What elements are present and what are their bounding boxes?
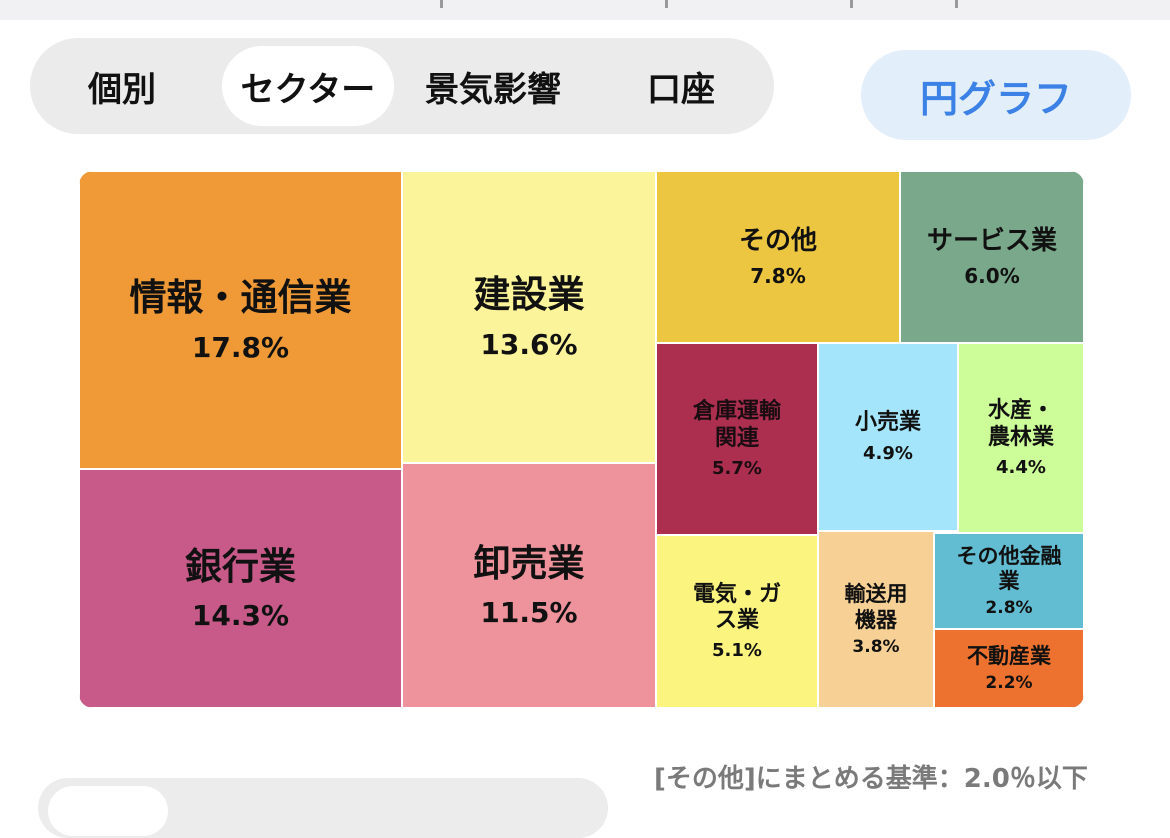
treemap-tile-name: その他金融業 — [956, 543, 1062, 593]
treemap-tile-percent: 17.8% — [191, 330, 290, 364]
treemap-tile[interactable]: 倉庫運輸 関連 5.7% — [656, 343, 818, 535]
treemap-tile-percent: 14.3% — [191, 599, 290, 633]
treemap-tile-percent: 5.1% — [712, 640, 762, 662]
treemap-tile[interactable]: 情報・通信業 17.8% — [79, 171, 402, 469]
treemap-tile-percent: 13.6% — [480, 327, 578, 361]
treemap-tile[interactable]: 水産・ 農林業 4.4% — [958, 343, 1084, 533]
treemap-tile[interactable]: サービス業 6.0% — [900, 171, 1084, 343]
top-bracket-fragment — [665, 0, 672, 8]
treemap-tile[interactable]: 卸売業 11.5% — [402, 463, 656, 708]
treemap-tile-name: 銀行業 — [185, 544, 296, 588]
treemap-tile-name: 情報・通信業 — [129, 276, 352, 320]
treemap-tile-percent: 4.4% — [996, 456, 1046, 478]
tab-sector[interactable]: セクター — [222, 46, 394, 126]
bottom-segment-knob[interactable] — [48, 786, 168, 836]
tab-account[interactable]: 口座 — [647, 69, 715, 110]
treemap-tile[interactable]: 不動産業 2.2% — [934, 629, 1084, 708]
view-segmented-control: 個別 セクター 景気影響 口座 — [30, 38, 774, 134]
treemap-tile-name: 建設業 — [473, 273, 585, 317]
bottom-segmented-control — [38, 778, 608, 838]
sector-treemap: 情報・通信業 17.8% 建設業 13.6% その他 7.8% サービス業 6.0% 銀行業 14… — [79, 171, 1084, 708]
treemap-tile-name: 水産・ 農林業 — [987, 398, 1054, 450]
treemap-tile-name: サービス業 — [926, 226, 1057, 257]
treemap-tile[interactable]: 電気・ガ ス業 5.1% — [656, 535, 818, 708]
treemap-tile[interactable]: 小売業 4.9% — [818, 343, 958, 531]
treemap-tile-percent: 11.5% — [480, 596, 578, 630]
treemap-tile[interactable]: 銀行業 14.3% — [79, 469, 402, 708]
treemap-tile-name: 電気・ガ ス業 — [692, 581, 781, 633]
treemap-tile[interactable]: 建設業 13.6% — [402, 171, 656, 463]
treemap-tile-percent: 5.7% — [712, 457, 762, 479]
top-bracket-fragment — [955, 0, 962, 8]
pie-chart-button[interactable]: 円グラフ — [861, 50, 1131, 140]
other-threshold-note: [その他]にまとめる基準：2.0％以下 — [654, 764, 1088, 794]
tab-individual[interactable]: 個別 — [88, 69, 156, 110]
treemap-tile-name: 輸送用 機器 — [844, 582, 908, 632]
treemap-tile-name: その他 — [738, 226, 817, 257]
treemap-tile-percent: 6.0% — [964, 263, 1020, 288]
treemap-tile-name: 卸売業 — [473, 541, 585, 585]
treemap-tile-percent: 2.2% — [985, 673, 1033, 694]
treemap-tile-percent: 4.9% — [863, 442, 913, 464]
treemap-tile-name: 倉庫運輸 関連 — [692, 399, 781, 451]
top-bracket-fragment — [440, 0, 447, 8]
treemap-tile-name: 不動産業 — [967, 643, 1051, 668]
top-strip — [0, 0, 1170, 20]
treemap-tile-percent: 2.8% — [985, 598, 1033, 619]
treemap-tile[interactable]: その他 7.8% — [656, 171, 900, 343]
treemap-tile[interactable]: その他金融業 2.8% — [934, 533, 1084, 629]
tab-economic-impact[interactable]: 景気影響 — [425, 69, 561, 110]
top-bracket-fragment — [850, 0, 857, 8]
treemap-tile-percent: 7.8% — [750, 263, 806, 288]
treemap-tile-percent: 3.8% — [852, 636, 900, 657]
treemap-tile-name: 小売業 — [854, 410, 921, 436]
treemap-tile[interactable]: 輸送用 機器 3.8% — [818, 531, 934, 708]
